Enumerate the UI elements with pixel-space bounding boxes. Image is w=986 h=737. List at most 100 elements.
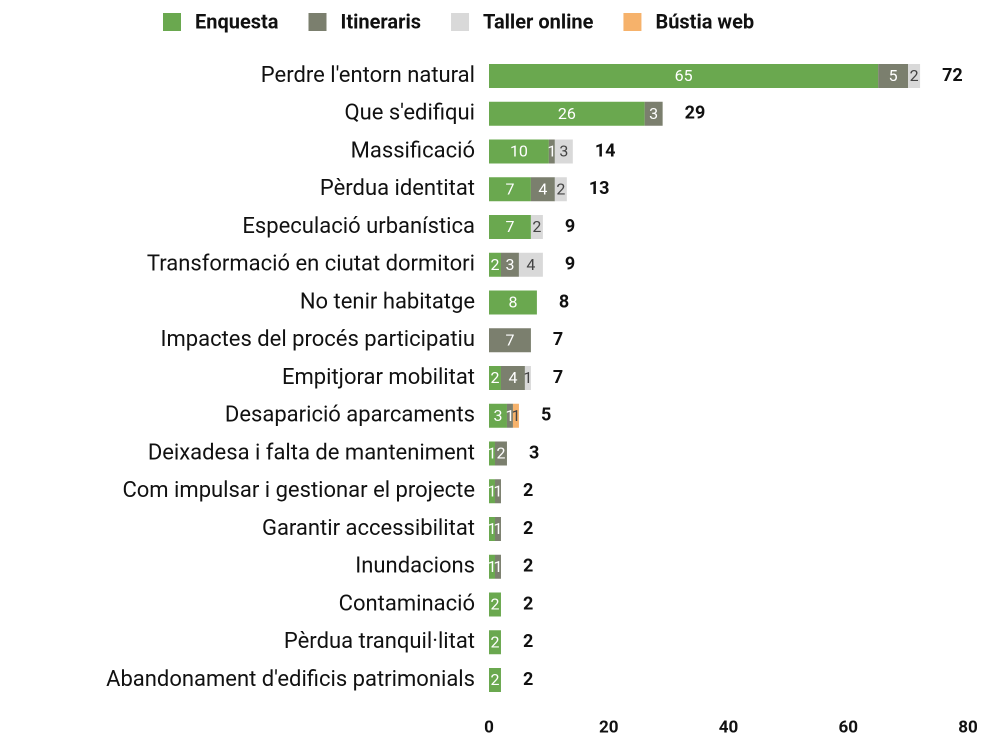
segment-label: 1 (505, 406, 514, 425)
segment-label: 2 (490, 670, 499, 689)
category-label: Perdre l'entorn natural (261, 63, 475, 88)
x-tick-label: 20 (599, 717, 619, 737)
bar-segment (489, 403, 507, 428)
bar-segment (524, 366, 531, 390)
bar-segment (500, 252, 519, 277)
legend-label: Itineraris (341, 9, 422, 33)
total-label: 2 (523, 556, 533, 577)
total-label: 13 (589, 178, 610, 199)
segment-label: 4 (526, 255, 535, 274)
total-label: 2 (523, 631, 533, 652)
bar-segment (908, 64, 921, 88)
legend-swatch (163, 13, 181, 31)
bar-segment (530, 215, 543, 239)
bar-segment (489, 630, 501, 655)
bar-segment (489, 328, 531, 353)
category-label: Pèrdua tranquil·litat (284, 629, 475, 654)
x-tick-label: 80 (958, 717, 978, 737)
x-tick-label: 60 (838, 717, 858, 737)
segment-label: 4 (508, 368, 517, 387)
legend-label: Taller online (483, 9, 594, 33)
total-label: 7 (553, 329, 563, 350)
total-label: 2 (523, 669, 533, 690)
bar-segment (512, 403, 519, 428)
category-label: No tenir habitatge (300, 289, 475, 314)
segment-label: 2 (910, 66, 919, 85)
segment-label: 1 (487, 557, 496, 576)
segment-label: 2 (496, 444, 505, 463)
bar-segment (494, 441, 507, 466)
segment-label: 1 (487, 444, 496, 463)
segment-label: 26 (558, 104, 576, 123)
category-label: Garantir accessibilitat (262, 516, 475, 541)
segment-label: 1 (511, 406, 520, 425)
category-label: Que s'edifiqui (344, 101, 475, 126)
bar-segment (489, 479, 495, 504)
segment-label: 4 (538, 179, 547, 198)
bar-segment (489, 554, 495, 579)
bar-segment (489, 101, 645, 126)
bar-segment (489, 441, 495, 466)
segment-label: 5 (889, 66, 898, 85)
bar-segment (489, 215, 531, 239)
bar-segment (489, 64, 879, 88)
category-label: Impactes del procés participatiu (160, 327, 475, 352)
segment-label: 1 (523, 368, 532, 387)
legend-label: Bústia web (655, 9, 754, 33)
bar-segment (554, 139, 573, 164)
segment-label: 1 (487, 519, 496, 538)
bar-segment (548, 139, 555, 164)
segment-label: 2 (490, 632, 499, 651)
total-label: 2 (523, 518, 533, 539)
bar-segment (489, 517, 495, 541)
bar-segment (489, 177, 531, 202)
total-label: 14 (595, 140, 616, 161)
bar-segment (554, 177, 567, 202)
bar-segment (644, 101, 663, 126)
bar-segment (489, 139, 549, 164)
segment-label: 8 (508, 293, 517, 312)
category-label: Deixadesa i falta de manteniment (148, 440, 475, 465)
total-label: 2 (523, 593, 533, 614)
segment-label: 7 (505, 330, 514, 349)
bar-segment (494, 554, 501, 579)
legend-swatch (451, 13, 470, 31)
category-label: Especulació urbanística (242, 214, 475, 239)
total-label: 3 (529, 442, 539, 463)
segment-label: 1 (547, 142, 556, 161)
bar-segment (878, 64, 909, 88)
segment-label: 2 (490, 595, 499, 614)
legend-swatch (623, 13, 642, 31)
category-label: Empitjorar mobilitat (282, 365, 475, 390)
legend-swatch (308, 13, 327, 31)
segment-label: 10 (510, 142, 528, 161)
segment-label: 3 (493, 406, 502, 425)
total-label: 29 (685, 103, 706, 124)
total-label: 72 (942, 65, 963, 86)
category-label: Abandonament d'edificis patrimonials (106, 667, 475, 692)
segment-label: 7 (505, 217, 514, 236)
bar-segment (530, 177, 555, 202)
segment-label: 65 (675, 66, 693, 85)
segment-label: 3 (559, 142, 568, 161)
bar-segment (506, 403, 513, 428)
segment-label: 1 (493, 481, 502, 500)
bar-segment (489, 592, 501, 617)
segment-label: 3 (505, 255, 514, 274)
category-label: Pèrdua identitat (320, 176, 475, 201)
x-tick-label: 0 (484, 717, 494, 737)
total-label: 7 (553, 367, 563, 388)
bar-segment (489, 290, 537, 315)
total-label: 2 (523, 480, 533, 501)
segment-label: 1 (487, 481, 496, 500)
segment-label: 2 (532, 217, 541, 236)
category-label: Inundacions (355, 554, 475, 579)
bar-segment (489, 366, 501, 390)
segment-label: 7 (505, 179, 514, 198)
total-label: 5 (541, 405, 551, 426)
total-label: 9 (565, 254, 575, 275)
segment-label: 2 (490, 255, 499, 274)
bar-segment (494, 479, 501, 504)
total-label: 8 (559, 291, 569, 312)
